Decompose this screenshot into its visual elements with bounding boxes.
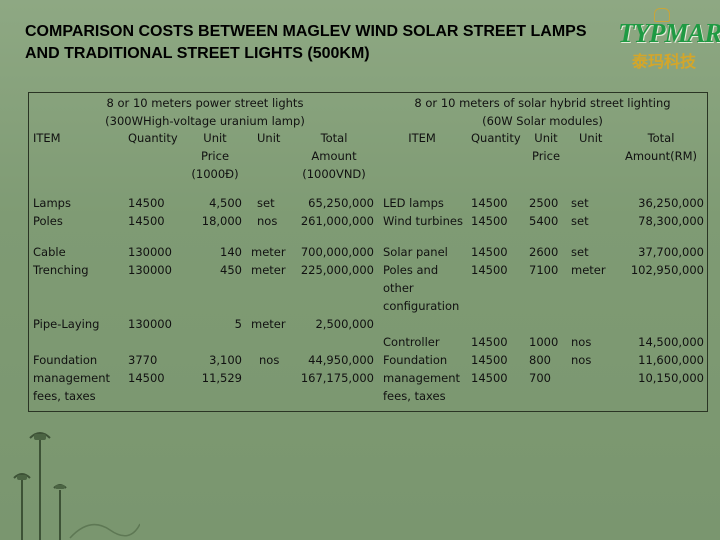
right-row-unit: nos nos [571, 335, 592, 367]
left-row-total: 65,250,000 261,000,000 [300, 196, 374, 228]
left-heading-line2: (300WHigh-voltage uranium lamp) [105, 114, 305, 128]
left-row-total: 700,000,000 225,000,000 [300, 245, 374, 277]
left-header-unit-price: Unit Price (1000Đ) [191, 131, 239, 181]
right-header-item: ITEM [408, 131, 436, 145]
right-row-total: 14,500,000 11,600,000 10,150,000 [638, 335, 704, 385]
right-row-total: 37,700,000 102,950,000 [630, 245, 704, 277]
right-row-item: Solar panel Poles and other configuratio… [383, 245, 460, 313]
left-heading-line1: 8 or 10 meters power street lights [106, 96, 304, 110]
right-header-total: Total Amount(RM) [624, 131, 698, 163]
left-row-item: Cable Trenching [33, 245, 89, 277]
right-row-quantity: 14500 14500 14500 [471, 335, 508, 385]
left-row-unit-price: 3,100 11,529 [201, 353, 242, 385]
right-row-unit: set set [571, 196, 589, 228]
left-row-unit: meter [251, 317, 286, 331]
left-header-total: Total Amount (1000VND) [302, 131, 366, 181]
right-heading-line1: 8 or 10 meters of solar hybrid street li… [414, 96, 671, 110]
left-row-quantity: 130000 130000 [128, 245, 172, 277]
crest-icon [654, 8, 670, 22]
comparison-table-frame [28, 92, 708, 412]
left-header-unit: Unit [257, 131, 281, 145]
left-row-unit-price: 5 [234, 317, 242, 331]
left-row-unit-price: 140 450 [220, 245, 242, 277]
logo-brand-text: TYPMAR [618, 18, 720, 48]
left-row-unit-price: 4,500 18,000 [201, 196, 242, 228]
right-row-item: Controller Foundation management fees, t… [383, 335, 461, 403]
slide-title: COMPARISON COSTS BETWEEN MAGLEV WIND SOL… [25, 23, 587, 62]
right-row-quantity: 14500 14500 [471, 245, 508, 277]
left-header-item: ITEM [33, 131, 61, 145]
right-row-total: 36,250,000 78,300,000 [638, 196, 704, 228]
right-header-quantity: Quantity [471, 131, 521, 145]
logo-chinese-text: 泰玛科技 [632, 52, 697, 71]
left-row-quantity: 130000 [128, 317, 172, 331]
left-row-quantity: 14500 14500 [128, 196, 165, 228]
right-row-unit-price: 1000 800 700 [529, 335, 559, 385]
right-header-unit: Unit [579, 131, 603, 145]
left-row-item: Foundation management fees, taxes [33, 353, 111, 403]
left-row-quantity: 3770 14500 [128, 353, 165, 385]
right-row-unit-price: 2600 7100 [529, 245, 559, 277]
left-row-total: 44,950,000 167,175,000 [300, 353, 374, 385]
left-row-unit: meter meter [251, 245, 286, 277]
left-row-unit: set nos [257, 196, 278, 228]
right-row-unit: set meter [571, 245, 606, 277]
right-heading-line2: (60W Solar modules) [482, 114, 603, 128]
left-row-item: Pipe-Laying [33, 317, 100, 331]
decorative-lamp-illustration [13, 432, 140, 540]
right-header-unit-price: Unit Price [531, 131, 561, 163]
right-row-quantity: 14500 14500 [471, 196, 508, 228]
company-logo: TYPMAR 泰玛科技 [610, 8, 720, 71]
right-row-unit-price: 2500 5400 [529, 196, 559, 228]
left-header-quantity: Quantity [128, 131, 178, 145]
right-row-item: LED lamps Wind turbines [383, 196, 463, 228]
left-row-total: 2,500,000 [315, 317, 374, 331]
left-row-unit: nos [259, 353, 280, 367]
left-row-item: Lamps Poles [33, 196, 71, 228]
